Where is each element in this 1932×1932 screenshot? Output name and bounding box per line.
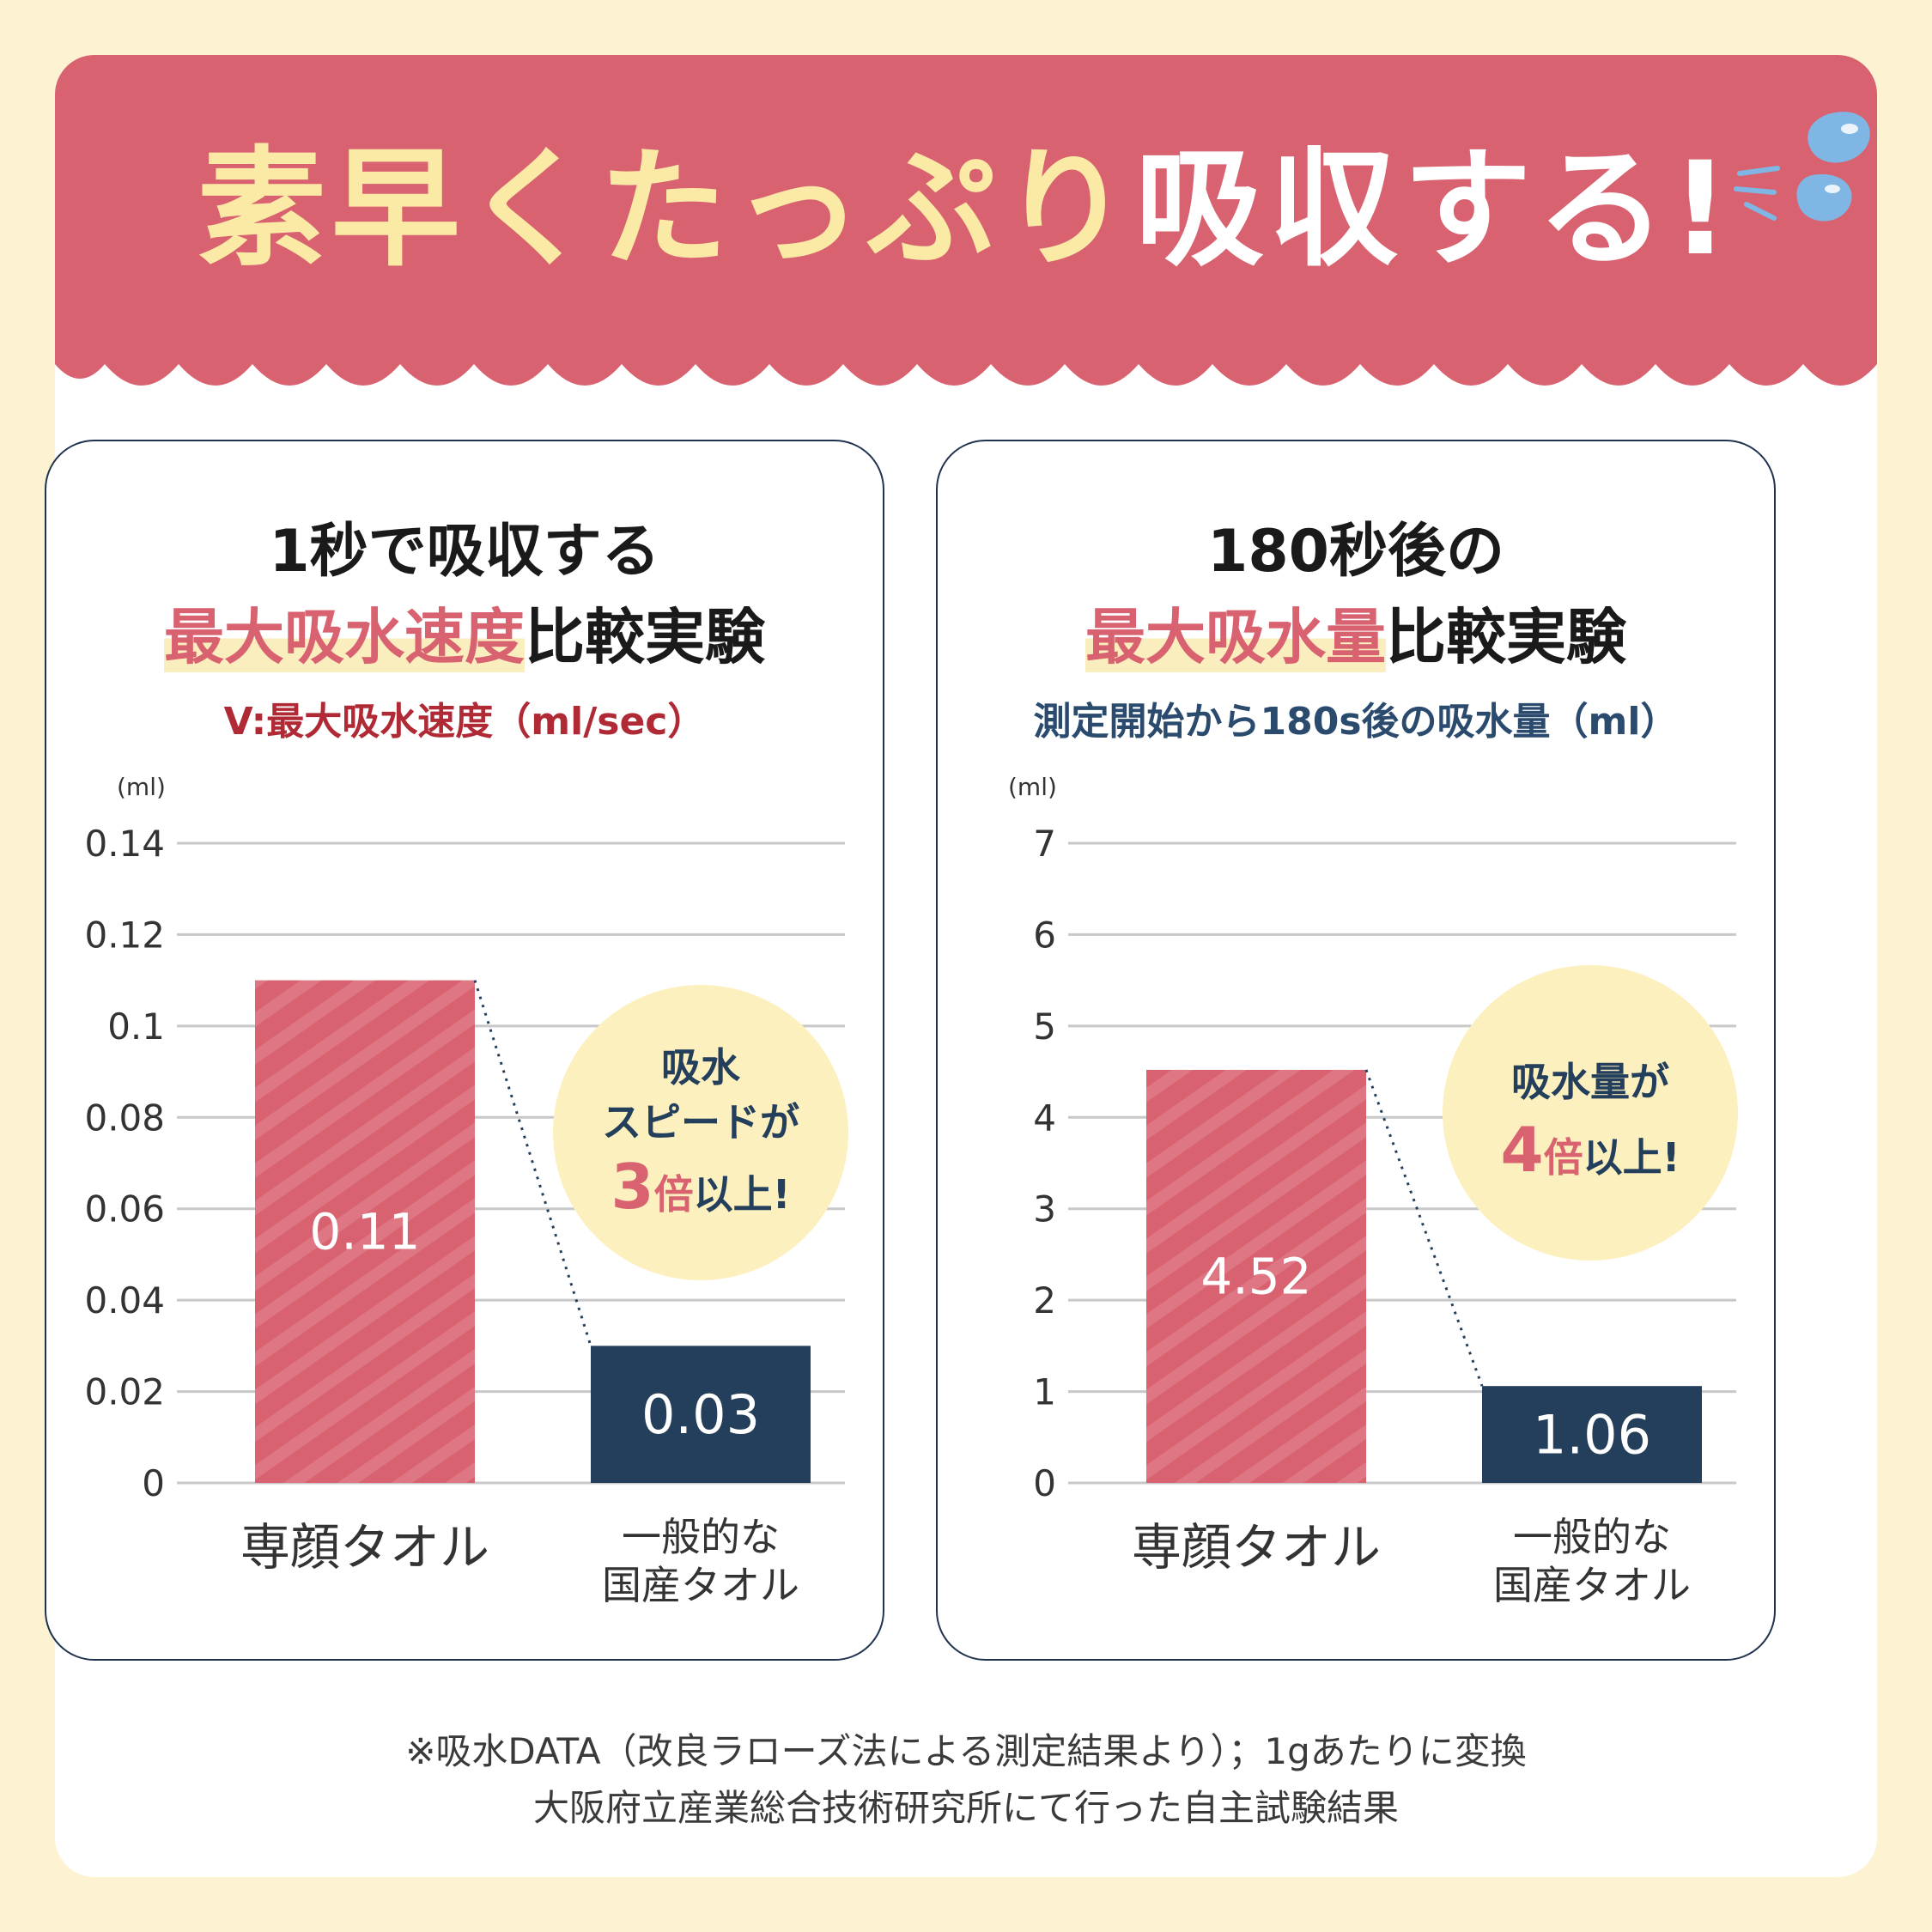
connector-dotted-line (473, 980, 592, 1346)
x-category-label: 専顔タオル (1132, 1518, 1381, 1577)
x-category-label: 国産タオル (1493, 1562, 1691, 1608)
chart-title-highlight: 最大吸水量 (1085, 602, 1386, 672)
bar-value-label: 0.03 (641, 1383, 760, 1446)
badge-emphasis: 4倍以上! (1500, 1114, 1680, 1186)
header-banner (55, 55, 1877, 364)
bar-value-label: 4.52 (1200, 1247, 1311, 1305)
chart-subtitle: 測定開始から180s後の吸水量（ml） (1033, 700, 1679, 744)
badge-number: 3 (611, 1151, 653, 1223)
badge-emphasis: 3倍以上! (611, 1151, 790, 1223)
y-tick-label: 0.02 (84, 1371, 165, 1413)
badge-suffix1: 倍 (654, 1171, 694, 1218)
y-tick-label: 0.06 (84, 1188, 165, 1230)
headline-part2: 吸収する! (1134, 135, 1735, 284)
page-headline: 素早くたっぷり吸収する! (55, 145, 1877, 274)
badge-line2: スピードが (602, 1099, 799, 1145)
y-tick-label: 2 (1033, 1279, 1056, 1321)
y-tick-label: 0.04 (84, 1279, 165, 1321)
speed-bar-chart: (ml) 0 0.02 0.04 0.06 0.08 0.1 0.12 0.14 0.11 0.03… (84, 773, 848, 1608)
y-tick-label: 0.1 (107, 1005, 165, 1048)
y-tick-label: 7 (1033, 823, 1056, 865)
x-category-label: 国産タオル (602, 1562, 799, 1608)
badge-suffix2: 以上! (1583, 1134, 1680, 1181)
y-tick-label: 0.14 (84, 823, 165, 865)
x-category-label: 一般的な (1513, 1514, 1671, 1560)
bar-domestic-towel (1482, 1386, 1702, 1483)
x-category-label: 専顔タオル (240, 1518, 489, 1577)
bar-senkao-towel (1146, 1069, 1366, 1483)
callout-badge (1443, 965, 1738, 1261)
chart-title-line2: 最大吸水速度比較実験 (46, 589, 883, 676)
badge-number: 4 (1500, 1114, 1543, 1186)
footnote-line2: 大阪府立産業総合技術研究所にて行った自主試験結果 (532, 1787, 1399, 1829)
y-tick-label: 0 (1033, 1462, 1056, 1504)
y-tick-label: 0.12 (84, 914, 165, 956)
y-tick-label: 3 (1033, 1188, 1056, 1230)
bar-value-label: 1.06 (1533, 1404, 1651, 1467)
chart-subtitle: V:最大吸水速度（ml/sec） (223, 700, 706, 744)
chart-title-line1: 1秒で吸収する (269, 518, 660, 586)
chart-title-line1: 180秒後の (1207, 518, 1504, 586)
chart-title-line2: 最大吸水量比較実験 (938, 589, 1774, 676)
y-tick-label: 4 (1033, 1097, 1056, 1139)
y-tick-label: 1 (1033, 1371, 1056, 1413)
banner-wave (55, 355, 1877, 386)
speed-chart-panel: 1秒で吸収する 最大吸水速度比較実験 V:最大吸水速度（ml/sec） (ml)… (45, 440, 884, 1661)
badge-suffix1: 倍 (1544, 1134, 1583, 1181)
x-category-label: 一般的な (622, 1514, 780, 1560)
badge-line1: 吸水 (661, 1044, 741, 1091)
y-tick-label: 6 (1033, 914, 1056, 956)
bar-senkao-towel (255, 980, 475, 1483)
bar-domestic-towel (591, 1346, 811, 1483)
y-tick-label: 0.08 (84, 1097, 165, 1139)
chart-title-rest: 比較実験 (1386, 602, 1626, 672)
chart-title-rest: 比較実験 (525, 602, 765, 672)
footnote-line1: ※吸水DATA（改良ラローズ法による測定結果より）；1gあたりに変換 (405, 1730, 1527, 1772)
bar-value-label: 0.11 (309, 1202, 420, 1261)
y-axis-unit-label: (ml) (1008, 773, 1057, 801)
badge-line1: 吸水量が (1511, 1059, 1669, 1105)
water-drops-icon (1734, 112, 1870, 222)
volume-chart-panel: 180秒後の 最大吸水量比較実験 測定開始から180s後の吸水量（ml） (ml… (936, 440, 1776, 1661)
headline-part1: 素早くたっぷり (197, 135, 1135, 284)
y-tick-label: 5 (1033, 1005, 1056, 1048)
chart-title-highlight: 最大吸水速度 (164, 602, 525, 672)
callout-badge (553, 985, 848, 1280)
y-axis-unit-label: (ml) (117, 773, 166, 801)
badge-suffix2: 以上! (694, 1171, 791, 1218)
y-tick-label: 0 (142, 1462, 165, 1504)
